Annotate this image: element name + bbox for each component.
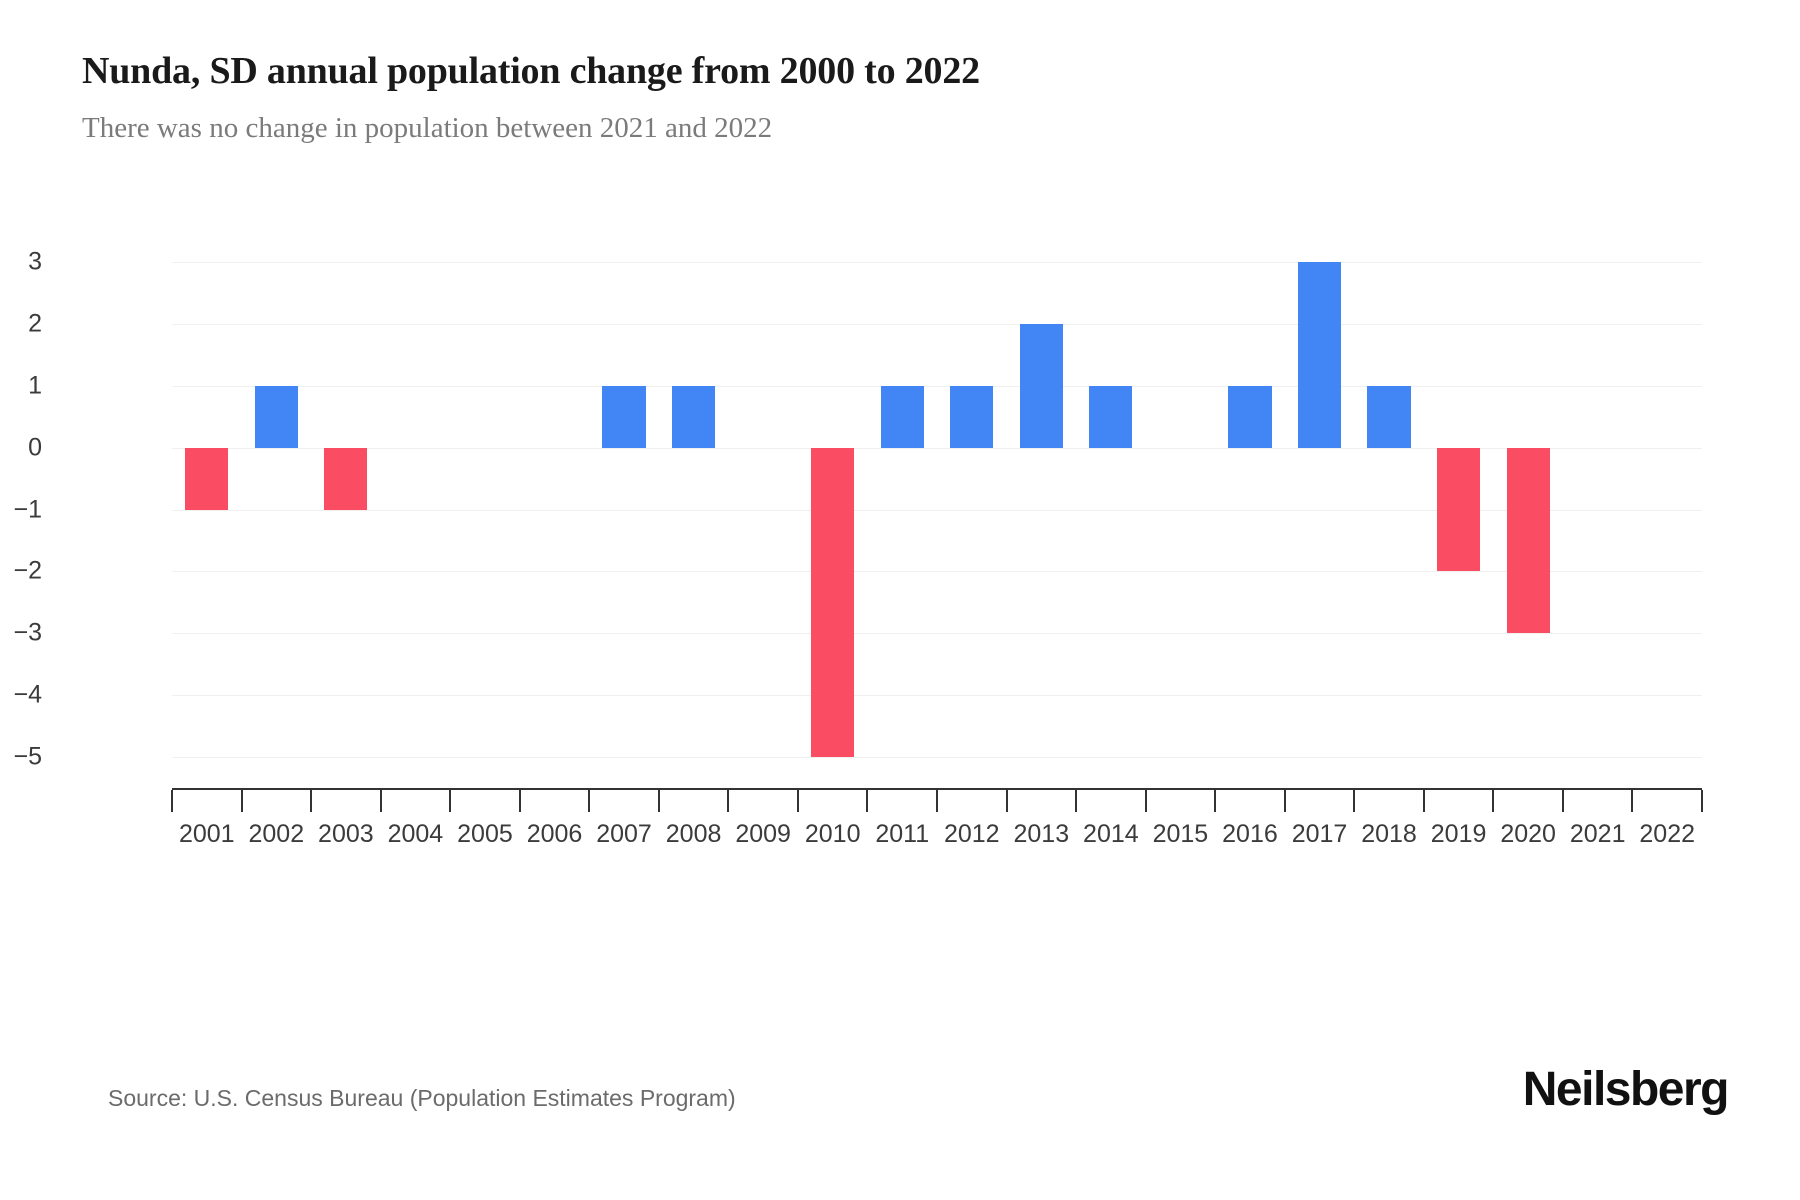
x-axis-label-2003: 2003 (318, 820, 374, 848)
x-axis-label-2010: 2010 (804, 820, 861, 848)
gridline (172, 633, 1702, 635)
x-axis-label-2007: 2007 (596, 820, 652, 848)
x-axis-tick (1561, 790, 1564, 812)
x-axis-tick (657, 790, 660, 812)
x-axis-label-2005: 2005 (457, 820, 513, 848)
gridline (172, 571, 1702, 573)
x-axis-tick (796, 790, 799, 812)
x-axis-label-2009: 2009 (735, 820, 791, 848)
gridline (172, 323, 1702, 325)
bar-2008[interactable] (672, 385, 716, 448)
bar-2010[interactable] (811, 447, 855, 757)
x-axis-tick (1144, 790, 1147, 812)
x-axis-label-2021: 2021 (1569, 820, 1626, 848)
x-axis-label-2012: 2012 (943, 820, 1000, 848)
x-axis-tick (1005, 790, 1008, 812)
x-axis-tick (1214, 790, 1217, 812)
x-axis-tick (1492, 790, 1495, 812)
x-axis-label-2001: 2001 (178, 820, 235, 848)
bar-2017[interactable] (1297, 262, 1342, 448)
y-axis-tick-label: −1 (13, 495, 42, 523)
gridline (172, 262, 1702, 263)
gridline (172, 757, 1702, 758)
bar-2013[interactable] (1019, 323, 1063, 448)
x-axis-label-2004: 2004 (387, 820, 444, 848)
x-axis-tick (1353, 790, 1356, 812)
y-axis-tick-label: 1 (28, 371, 42, 400)
x-axis-label-2019: 2019 (1430, 820, 1487, 848)
x-axis-label-2017: 2017 (1291, 820, 1348, 848)
bar-2019[interactable] (1437, 447, 1481, 572)
source-note: Source: U.S. Census Bureau (Population E… (108, 1085, 736, 1111)
chart-subtitle: There was no change in population betwee… (82, 111, 773, 144)
gridline (172, 447, 1702, 449)
bar-2007[interactable] (602, 385, 646, 448)
y-axis-tick-label: −5 (13, 742, 42, 771)
x-axis-label-2013: 2013 (1013, 820, 1070, 848)
x-axis-tick (588, 790, 591, 812)
x-axis-tick (171, 790, 173, 812)
x-axis-tick (310, 790, 313, 812)
bar-2016[interactable] (1228, 385, 1272, 448)
y-axis-tick-label: 0 (28, 433, 42, 462)
x-axis-tick (1283, 790, 1286, 812)
x-axis-label-2011: 2011 (875, 820, 930, 848)
x-axis-label-2018: 2018 (1361, 820, 1417, 848)
bar-2001[interactable] (185, 447, 229, 510)
bar-2002[interactable] (254, 385, 298, 448)
bar-plot: 3 2 1 0 −1 −2 −3 −4 −5 (13, 248, 1702, 771)
x-axis-tick (518, 790, 521, 812)
x-axis-label-2015: 2015 (1152, 820, 1209, 848)
x-axis-tick (1631, 790, 1634, 812)
x-axis-label-2008: 2008 (665, 820, 722, 848)
bar-2003[interactable] (324, 447, 368, 510)
x-axis-label-2014: 2014 (1083, 820, 1139, 848)
brand-logo: Neilsberg (1522, 1063, 1730, 1116)
y-axis-tick-label: 3 (28, 247, 42, 276)
gridline (172, 695, 1702, 697)
x-axis-tick (449, 790, 452, 812)
x-axis-tick (240, 790, 243, 812)
x-axis-tick (727, 790, 730, 812)
x-axis-tick (936, 790, 938, 812)
page-title: Nunda, SD annual population change from … (82, 50, 980, 92)
chart-header: Nunda, SD annual population change from … (82, 48, 1732, 146)
x-axis-tick (379, 790, 382, 812)
bar-2014[interactable] (1089, 385, 1133, 448)
x-axis-tick (1422, 790, 1425, 812)
x-axis-label-2022: 2022 (1639, 820, 1696, 848)
y-axis-tick-label: −3 (13, 618, 42, 647)
x-axis-label-2002: 2002 (248, 820, 305, 848)
x-axis-tick (866, 790, 869, 812)
x-axis-label-2020: 2020 (1500, 820, 1556, 848)
x-axis-tick (1701, 790, 1703, 812)
x-axis-label-2006: 2006 (526, 820, 583, 848)
bar-2011[interactable] (880, 385, 924, 448)
y-axis-tick-label: 2 (28, 309, 42, 338)
y-axis-tick-label: −4 (13, 680, 42, 709)
y-axis-tick-label: −2 (13, 556, 42, 585)
gridline (172, 385, 1702, 387)
gridline (172, 509, 1702, 511)
x-axis-line (172, 788, 1702, 790)
bar-2012[interactable] (950, 385, 994, 448)
x-axis-label-2016: 2016 (1222, 820, 1278, 848)
x-axis-tick (1075, 790, 1078, 812)
bar-2018[interactable] (1367, 385, 1411, 448)
bar-2020[interactable] (1506, 447, 1550, 634)
